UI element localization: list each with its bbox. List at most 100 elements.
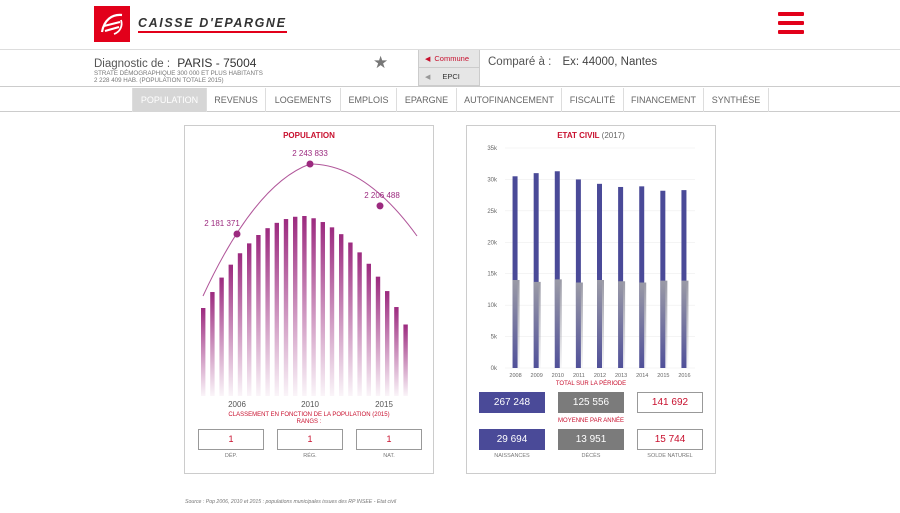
etat-x-tick: 2011 [573, 373, 585, 379]
toggle-commune[interactable]: ◀ Commune [419, 50, 479, 68]
population-bar [329, 227, 335, 396]
etat-civil-card: ETAT CIVIL (2017) 0k 5k 10k 15k 20k 25k 30k 35k… [466, 125, 716, 474]
population-bar [348, 242, 353, 396]
logo[interactable]: CAISSE D'EPARGNE [94, 6, 287, 42]
top-bar: CAISSE D'EPARGNE [0, 0, 900, 50]
strata-info: STRATE DÉMOGRAPHIQUE 300 000 ET PLUS HAB… [94, 70, 263, 84]
avg-label: MOYENNE PAR ANNÉE [558, 418, 624, 424]
rank-nat-value: 1 [356, 429, 422, 450]
population-bar [375, 276, 381, 396]
strata-line-1: STRATE DÉMOGRAPHIQUE 300 000 ET PLUS HAB… [94, 70, 263, 77]
naissances-bar [554, 171, 560, 368]
etat-x-tick: 2014 [636, 373, 648, 379]
population-bar [210, 292, 215, 396]
naissances-bar [512, 176, 518, 368]
etat-y-tick: 5k [491, 335, 498, 341]
deces-bar [660, 280, 668, 368]
population-bar [403, 324, 408, 396]
population-bar [302, 216, 307, 396]
compare-input[interactable]: Ex: 44000, Nantes [562, 56, 658, 68]
rank-reg-value: 1 [277, 429, 343, 450]
population-bar [265, 228, 270, 396]
population-bar [320, 222, 325, 396]
naissances-bar [618, 186, 624, 368]
naissances-bar [597, 183, 602, 368]
tab-logements[interactable]: LOGEMENTS [265, 88, 340, 112]
rank-nat-label: NAT. [383, 453, 395, 459]
etat-x-tick: 2016 [678, 373, 690, 379]
tab-bar: POPULATION REVENUS LOGEMENTS EMPLOIS EPA… [0, 88, 900, 112]
population-x-tick: 2010 [301, 400, 319, 409]
tab-epargne[interactable]: EPARGNE [396, 88, 456, 112]
toggle-epci-label: EPCI [442, 72, 460, 81]
avg-naissances: 29 694 [479, 429, 545, 450]
population-bar [385, 291, 390, 396]
population-bar [394, 307, 399, 396]
deces-bar [639, 282, 647, 368]
etat-y-tick: 35k [487, 146, 498, 152]
deces-bar [681, 280, 689, 368]
etat-y-tick: 15k [487, 272, 498, 278]
etat-civil-chart: 0k 5k 10k 15k 20k 25k 30k 35k 2008 2009 2010 2011 20… [487, 146, 695, 379]
deces-bar [597, 280, 604, 368]
etat-y-tick: 20k [487, 240, 498, 246]
deces-bar [618, 281, 626, 368]
tab-autofinancement[interactable]: AUTOFINANCEMENT [456, 88, 561, 112]
label-solde: SOLDE NATUREL [647, 453, 693, 459]
population-title: POPULATION [283, 131, 335, 140]
population-point [306, 160, 314, 168]
etat-y-tick: 10k [487, 303, 498, 309]
etat-y-tick: 30k [487, 177, 498, 183]
etat-y-tick: 0k [491, 366, 498, 372]
source-note: Source : Pop 2006, 2010 et 2015 : popula… [185, 499, 397, 505]
tab-revenus[interactable]: REVENUS [206, 88, 265, 112]
tab-synthese[interactable]: SYNTHÈSE [703, 88, 769, 112]
population-bar [274, 222, 279, 396]
population-x-tick: 2006 [228, 400, 246, 409]
population-x-tick: 2015 [375, 400, 393, 409]
etat-x-tick: 2008 [509, 373, 521, 379]
tab-fiscalite[interactable]: FISCALITÉ [561, 88, 623, 112]
population-bar [228, 264, 233, 396]
population-point-label: 2 206 488 [364, 191, 400, 200]
tab-emplois[interactable]: EMPLOIS [340, 88, 396, 112]
etat-x-tick: 2015 [657, 373, 669, 379]
population-bar [283, 219, 289, 396]
arrow-left-icon: ◀ [425, 56, 431, 63]
etat-x-tick: 2010 [552, 373, 564, 379]
toggle-epci[interactable]: ◀ EPCI [419, 68, 479, 86]
total-solde: 141 692 [637, 392, 703, 413]
rank-dep-value: 1 [198, 429, 264, 450]
arrow-left-icon: ◀ [425, 74, 431, 81]
diagnostic-city: PARIS - 75004 [177, 56, 257, 70]
population-bar [237, 253, 243, 396]
population-point [233, 230, 241, 238]
naissances-bar [681, 190, 687, 368]
label-deces: DÉCÈS [581, 453, 601, 459]
population-point-label: 2 243 833 [292, 149, 328, 158]
tab-population[interactable]: POPULATION [132, 88, 206, 112]
deces-bar [533, 281, 541, 368]
scope-toggle: ◀ Commune ◀ EPCI [418, 50, 480, 86]
toggle-commune-label: Commune [434, 54, 469, 63]
naissances-bar [575, 179, 581, 368]
etat-y-tick: 25k [487, 209, 498, 215]
strata-line-2: 2 228 409 HAB. (POPULATION TOTALE 2015) [94, 77, 224, 84]
etat-civil-title: ETAT CIVIL (2017) [467, 131, 715, 140]
compare-section: Comparé à : Ex: 44000, Nantes [488, 56, 657, 68]
hamburger-menu-icon[interactable] [778, 12, 804, 34]
population-bar [339, 234, 344, 396]
population-chart: 2 181 371 2 243 833 2 206 488 2006 2010 2015 [201, 149, 418, 409]
population-bar [357, 252, 362, 396]
favorite-star-icon[interactable]: ★ [373, 53, 389, 72]
total-naissances: 267 248 [479, 392, 545, 413]
etat-x-tick: 2013 [615, 373, 627, 379]
deces-bar [575, 282, 583, 368]
population-bar [366, 263, 371, 396]
diagnostic-label: Diagnostic de : PARIS - 75004 [94, 56, 256, 70]
tab-financement[interactable]: FINANCEMENT [623, 88, 703, 112]
diagnostic-label-text: Diagnostic de : [94, 58, 171, 70]
population-bar [219, 277, 224, 396]
total-label: TOTAL SUR LA PÉRIODE [555, 381, 627, 387]
etat-civil-title-year: (2017) [601, 131, 625, 140]
